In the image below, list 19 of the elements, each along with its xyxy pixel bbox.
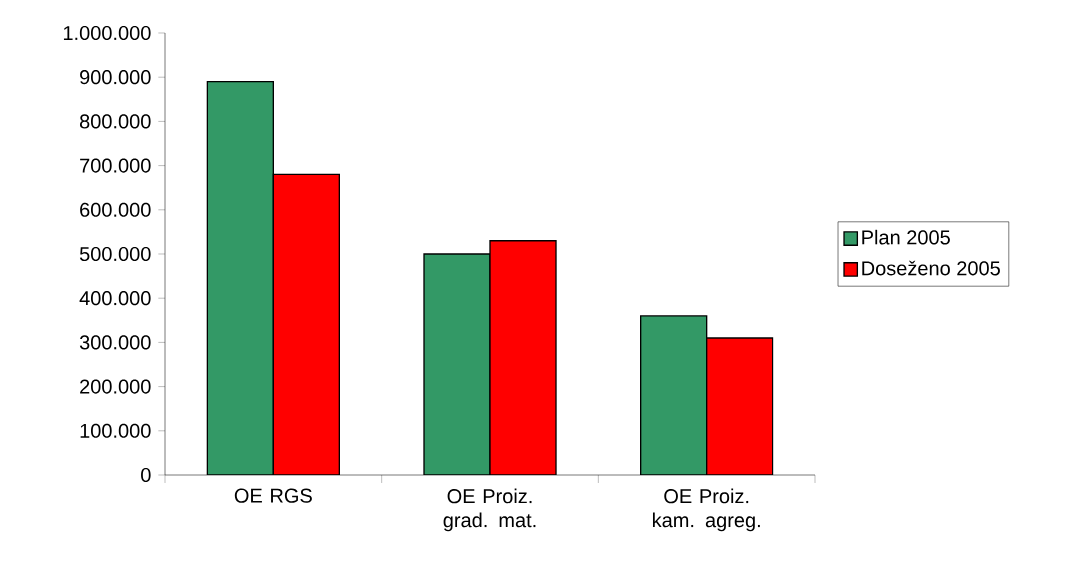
y-tick-label: 900.000 bbox=[80, 70, 151, 85]
x-tick-label: OE Proiz. kam. agreg. bbox=[652, 488, 760, 532]
y-tick-label: 200.000 bbox=[80, 379, 151, 394]
x-tick-label: OE RGS bbox=[234, 488, 312, 503]
legend-label: Doseženo 2005 bbox=[862, 260, 1000, 276]
y-tick-label: 400.000 bbox=[79, 291, 151, 306]
y-tick-label: 0 bbox=[141, 467, 151, 483]
x-tick-label: OE Proiz. grad. mat. bbox=[443, 488, 536, 532]
legend-label: Plan 2005 bbox=[862, 229, 950, 245]
y-tick-label: 700.000 bbox=[80, 158, 151, 173]
y-tick-label: 100.000 bbox=[80, 423, 151, 438]
y-tick-label: 500.000 bbox=[79, 246, 151, 262]
bar bbox=[272, 173, 341, 475]
y-tick-label: 800.000 bbox=[79, 114, 151, 129]
y-tick-label: 300.000 bbox=[79, 335, 151, 350]
y-tick-label: 600.000 bbox=[80, 202, 151, 217]
bar bbox=[706, 337, 774, 475]
y-tick-label: 1.000.000 bbox=[63, 25, 151, 41]
bar bbox=[489, 240, 557, 475]
